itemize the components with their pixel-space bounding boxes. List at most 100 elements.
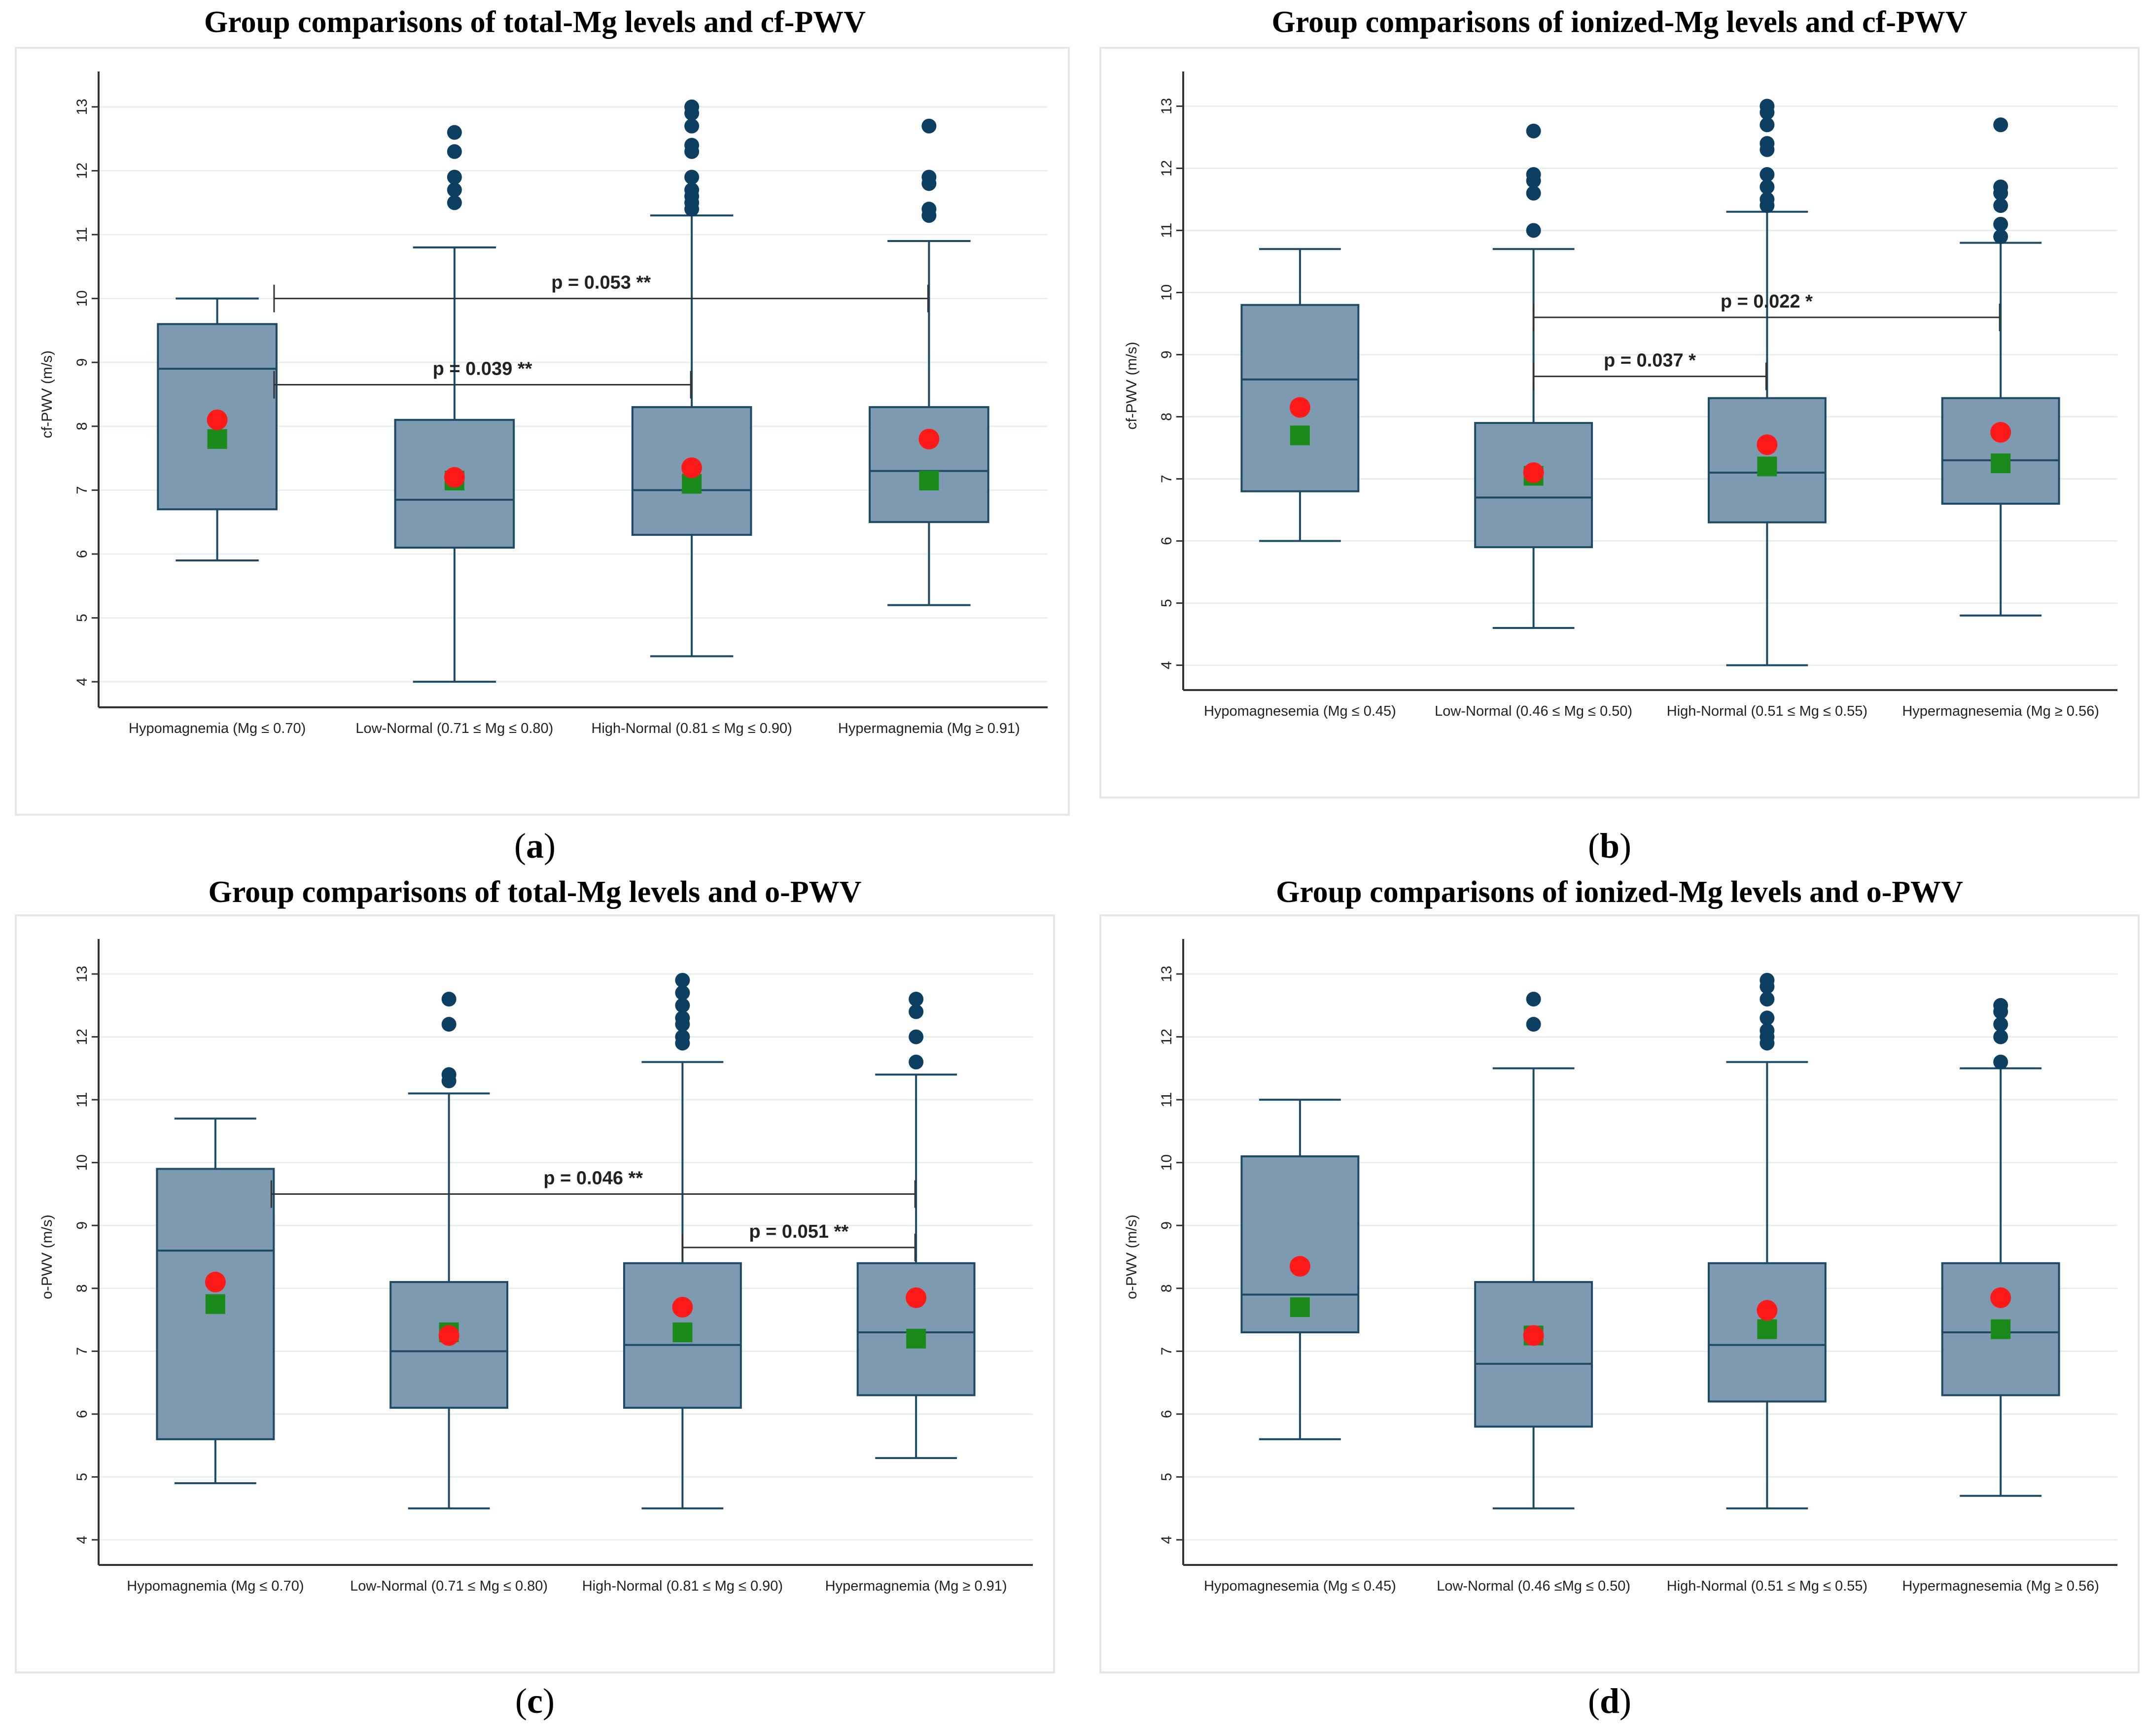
y-tick-label: 4 bbox=[74, 678, 90, 686]
y-tick-label: 4 bbox=[1159, 1536, 1175, 1544]
mean-square-marker bbox=[1290, 425, 1310, 446]
outlier-point bbox=[1993, 179, 2008, 195]
outlier-point bbox=[675, 1029, 690, 1044]
y-tick-label: 6 bbox=[1159, 1410, 1175, 1419]
x-category-label: Low-Normal (0.71 ≤ Mg ≤ 0.80) bbox=[355, 721, 553, 736]
x-category-label: Low-Normal (0.46 ≤ Mg ≤ 0.50) bbox=[1435, 703, 1632, 719]
mean-circle-marker bbox=[672, 1297, 693, 1318]
y-tick-label: 8 bbox=[1159, 413, 1175, 421]
y-axis-label: o-PWV (m/s) bbox=[39, 1215, 55, 1299]
mean-circle-marker bbox=[207, 409, 228, 430]
mean-circle-marker bbox=[438, 1325, 459, 1346]
box bbox=[1941, 397, 2060, 505]
y-tick-label: 8 bbox=[74, 422, 90, 430]
outlier-point bbox=[684, 138, 700, 153]
y-axis-label: o-PWV (m/s) bbox=[1124, 1215, 1140, 1299]
panel-b-caption: (b) bbox=[1587, 826, 1631, 866]
outlier-point bbox=[1993, 1029, 2008, 1044]
mean-circle-marker bbox=[1757, 434, 1778, 455]
outlier-point bbox=[441, 1017, 457, 1032]
mean-circle-marker bbox=[1757, 1300, 1778, 1321]
outlier-point bbox=[1760, 1010, 1775, 1026]
mean-square-marker bbox=[205, 1294, 225, 1314]
x-category-label: Hypomagnemia (Mg ≤ 0.70) bbox=[129, 721, 306, 736]
mean-square-marker bbox=[207, 429, 227, 449]
mean-square-marker bbox=[906, 1328, 926, 1349]
mean-square-marker bbox=[1757, 456, 1777, 477]
panel-c-caption: (c) bbox=[515, 1681, 555, 1721]
mean-circle-marker bbox=[1289, 397, 1310, 418]
outlier-point bbox=[921, 170, 937, 185]
outlier-point bbox=[909, 992, 924, 1007]
y-tick-label: 5 bbox=[74, 1473, 90, 1481]
y-tick-label: 4 bbox=[1159, 661, 1175, 669]
outlier-point bbox=[447, 182, 462, 198]
outlier-point bbox=[1526, 992, 1541, 1007]
outlier-point bbox=[1993, 229, 2008, 244]
panel-a-chart: 4 5 6 7 8 9 10 11 12 13 cf-PWV (m/s) Hypomagnemia (… bbox=[39, 71, 1048, 736]
outlier-point bbox=[909, 1054, 924, 1070]
y-tick-label: 10 bbox=[1159, 284, 1175, 301]
x-category-label: High-Normal (0.81 ≤ Mg ≤ 0.90) bbox=[582, 1578, 783, 1594]
y-tick-label: 10 bbox=[1159, 1154, 1175, 1171]
outlier-point bbox=[1760, 1023, 1775, 1038]
y-tick-label: 8 bbox=[1159, 1284, 1175, 1292]
panel-d-title: Group comparisons of ionized-Mg levels a… bbox=[1276, 875, 1963, 909]
outlier-point bbox=[675, 985, 690, 1001]
panel-b-title: Group comparisons of ionized-Mg levels a… bbox=[1271, 5, 1968, 39]
panel-a-title: Group comparisons of total-Mg levels and… bbox=[204, 5, 866, 39]
y-tick-label: 7 bbox=[74, 486, 90, 494]
y-tick-label: 5 bbox=[1159, 599, 1175, 607]
panel-d-caption: (d) bbox=[1587, 1681, 1631, 1721]
x-category-label: Hypermagnesemia (Mg ≥ 0.56) bbox=[1902, 1578, 2099, 1594]
x-category-label: Low-Normal (0.46 ≤Mg ≤ 0.50) bbox=[1437, 1578, 1630, 1594]
box bbox=[1474, 1281, 1593, 1428]
x-category-label: Low-Normal (0.71 ≤ Mg ≤ 0.80) bbox=[350, 1578, 548, 1594]
outlier-point bbox=[1526, 223, 1541, 238]
y-tick-label: 6 bbox=[74, 1410, 90, 1419]
y-tick-label: 13 bbox=[74, 966, 90, 982]
y-tick-label: 12 bbox=[1159, 1029, 1175, 1045]
outlier-point bbox=[1526, 123, 1541, 139]
outlier-point bbox=[1526, 185, 1541, 201]
outlier-point bbox=[1993, 117, 2008, 133]
outlier-point bbox=[1993, 1017, 2008, 1032]
outlier-point bbox=[1526, 167, 1541, 182]
y-tick-label: 5 bbox=[74, 614, 90, 622]
y-tick-label: 13 bbox=[74, 99, 90, 115]
y-tick-label: 7 bbox=[1159, 475, 1175, 483]
y-tick-label: 8 bbox=[74, 1284, 90, 1292]
y-tick-label: 5 bbox=[1159, 1473, 1175, 1481]
y-tick-label: 10 bbox=[74, 290, 90, 307]
outlier-point bbox=[447, 195, 462, 210]
panel-d-chart: 4 5 6 7 8 9 10 11 12 13 o-PWV (m/s) Hypomagnesemia … bbox=[1124, 939, 2117, 1594]
outlier-point bbox=[1993, 1054, 2008, 1070]
mean-circle-marker bbox=[1990, 422, 2011, 443]
outlier-point bbox=[675, 1010, 690, 1026]
y-tick-label: 6 bbox=[74, 550, 90, 558]
mean-square-marker bbox=[1991, 453, 2011, 474]
p-value-label: p = 0.022 * bbox=[1721, 291, 1813, 312]
y-tick-label: 10 bbox=[74, 1154, 90, 1171]
panel-c-chart: 4 5 6 7 8 9 10 11 12 13 o-PWV (m/s) Hypomagnemia (M… bbox=[39, 939, 1033, 1594]
y-tick-label: 12 bbox=[74, 163, 90, 179]
y-tick-label: 4 bbox=[74, 1536, 90, 1544]
mean-circle-marker bbox=[681, 457, 703, 479]
outlier-point bbox=[441, 992, 457, 1007]
outlier-point bbox=[921, 118, 937, 134]
y-tick-label: 7 bbox=[74, 1347, 90, 1355]
x-category-label: High-Normal (0.51 ≤ Mg ≤ 0.55) bbox=[1667, 1578, 1867, 1594]
x-category-label: High-Normal (0.81 ≤ Mg ≤ 0.90) bbox=[591, 721, 792, 736]
outlier-point bbox=[1993, 998, 2008, 1013]
x-category-label: High-Normal (0.51 ≤ Mg ≤ 0.55) bbox=[1667, 703, 1867, 719]
outlier-point bbox=[1760, 99, 1775, 114]
box bbox=[869, 406, 989, 523]
mean-square-marker bbox=[672, 1322, 693, 1343]
outlier-point bbox=[1760, 117, 1775, 133]
p-value-label: p = 0.053 ** bbox=[551, 273, 651, 293]
outlier-point bbox=[441, 1067, 457, 1082]
outlier-point bbox=[1526, 1017, 1541, 1032]
x-category-label: Hypomagnesemia (Mg ≤ 0.45) bbox=[1204, 703, 1396, 719]
outlier-point bbox=[684, 99, 700, 114]
